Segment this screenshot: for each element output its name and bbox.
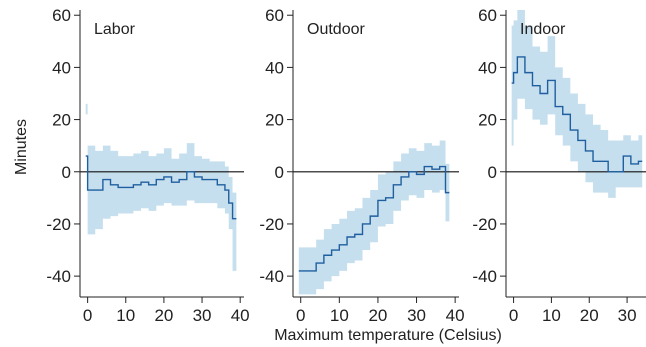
- panel-outdoor: -40 -20 0 20 40 60 0 10 20 30 40 Outdoor: [259, 6, 464, 325]
- x-tick-label: 30: [193, 306, 212, 325]
- y-tick-label: 60: [478, 6, 497, 25]
- x-tick-label: 20: [154, 306, 173, 325]
- y-tick-label: 20: [478, 111, 497, 130]
- y-tick-label: 0: [488, 163, 497, 182]
- x-tick-label: 0: [296, 306, 305, 325]
- y-tick-label: 0: [62, 163, 71, 182]
- y-tick-label: -20: [259, 215, 284, 234]
- y-tick-label: 40: [478, 58, 497, 77]
- x-tick-label: 0: [509, 306, 518, 325]
- x-tick-label: 40: [446, 306, 465, 325]
- y-tick-label: 60: [265, 6, 284, 25]
- x-axis-label: Maximum temperature (Celsius): [274, 327, 502, 344]
- y-axis-label: Minutes: [13, 119, 30, 175]
- x-tick-label: 30: [618, 306, 637, 325]
- x-tick-label: 0: [83, 306, 92, 325]
- panel-title: Labor: [94, 21, 136, 38]
- chart-panels: -40 -20 0 20 40 60 0 10 20 30 40 Labor -40 -20 0 20 40 60…: [46, 6, 646, 325]
- panel-title: Outdoor: [307, 21, 365, 38]
- panel-title: Indoor: [520, 21, 566, 38]
- confidence-band: [85, 103, 237, 271]
- y-tick-label: -20: [46, 215, 71, 234]
- estimate-line: [511, 56, 643, 173]
- x-tick-label: 30: [407, 306, 426, 325]
- y-tick-label: -40: [259, 267, 284, 286]
- panel-labor: -40 -20 0 20 40 60 0 10 20 30 40 Labor: [46, 6, 249, 325]
- y-tick-label: 40: [52, 58, 71, 77]
- x-tick-label: 10: [542, 306, 561, 325]
- confidence-band: [511, 10, 643, 198]
- y-tick-label: -40: [472, 267, 497, 286]
- y-tick-label: 0: [275, 163, 284, 182]
- x-tick-label: 20: [368, 306, 387, 325]
- y-tick-label: 20: [52, 111, 71, 130]
- estimate-line: [85, 155, 237, 220]
- y-tick-label: 60: [52, 6, 71, 25]
- y-tick-label: -40: [46, 267, 71, 286]
- x-tick-label: 40: [231, 306, 250, 325]
- confidence-band: [298, 140, 450, 295]
- x-tick-label: 10: [330, 306, 349, 325]
- x-tick-label: 20: [580, 306, 599, 325]
- panel-indoor: -40 -20 0 20 40 60 0 10 20 30 Indoor: [472, 6, 646, 325]
- y-tick-label: 40: [265, 58, 284, 77]
- y-tick-label: 20: [265, 111, 284, 130]
- y-tick-label: -20: [472, 215, 497, 234]
- x-tick-label: 10: [116, 306, 135, 325]
- estimate-line: [298, 165, 450, 272]
